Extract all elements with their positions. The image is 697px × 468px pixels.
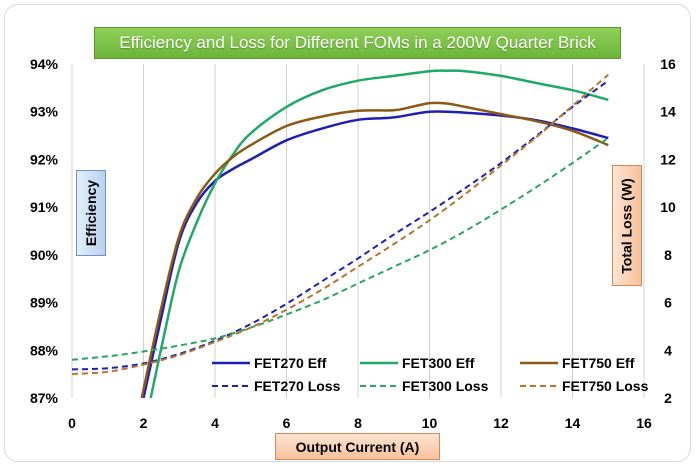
legend-label-fet270-loss: FET270 Loss <box>254 378 341 394</box>
y-left-tick-label: 87% <box>30 390 59 406</box>
y-left-tick-label: 88% <box>30 342 59 358</box>
x-tick-label: 2 <box>140 415 148 431</box>
series-line-fet750-loss <box>72 73 609 376</box>
y-left-tick-label: 94% <box>30 56 59 72</box>
x-tick-label: 10 <box>422 415 438 431</box>
chart-frame <box>4 4 691 462</box>
x-tick-label: 14 <box>565 415 581 431</box>
series-line-fet300-eff <box>149 69 609 398</box>
y-axis-label-left-text: Efficiency <box>83 179 100 247</box>
x-tick-label: 16 <box>636 415 652 431</box>
series-line-fet750-eff <box>140 101 609 398</box>
x-tick-label: 6 <box>283 415 291 431</box>
y-right-tick-label: 10 <box>660 199 676 215</box>
legend: FET270 Eff FET300 Eff FET750 Eff FET270 Los… <box>212 355 649 394</box>
x-tick-label: 0 <box>68 415 76 431</box>
y-axis-label-right-text: Total Loss (W) <box>619 177 635 274</box>
chart-title: Efficiency and Loss for Different FOMs i… <box>94 27 621 59</box>
y-right-tick-label: 2 <box>664 390 672 406</box>
legend-label-fet750-loss: FET750 Loss <box>562 378 649 394</box>
y-right-tick-label: 14 <box>660 104 676 120</box>
y-axis-label-right: Total Loss (W) <box>612 165 642 286</box>
x-axis-label: Output Current (A) <box>275 433 440 460</box>
axis-layer: 0 2 4 6 8 10 12 14 16 87% 88% 89% 90% 91% 92% 93% 94% 2 4 6… <box>30 56 676 431</box>
series-line-fet270-loss <box>72 79 609 371</box>
y-right-tick-label: 4 <box>664 342 672 358</box>
legend-label-fet300-loss: FET300 Loss <box>402 378 489 394</box>
y-right-tick-label: 16 <box>660 56 676 72</box>
y-right-tick-label: 8 <box>664 247 672 263</box>
legend-label-fet270-eff: FET270 Eff <box>254 355 327 371</box>
y-left-tick-label: 93% <box>30 104 59 120</box>
x-tick-label: 12 <box>493 415 509 431</box>
y-left-tick-label: 92% <box>30 151 59 167</box>
y-left-tick-label: 91% <box>30 199 59 215</box>
y-right-tick-label: 12 <box>660 151 676 167</box>
x-tick-label: 8 <box>354 415 362 431</box>
y-axis-label-left: Efficiency <box>76 170 106 256</box>
y-right-tick-label: 6 <box>664 295 672 311</box>
x-tick-label: 4 <box>211 415 219 431</box>
legend-label-fet300-eff: FET300 Eff <box>402 355 475 371</box>
series-line-fet300-loss <box>72 137 609 361</box>
legend-label-fet750-eff: FET750 Eff <box>562 355 635 371</box>
y-left-tick-label: 90% <box>30 247 59 263</box>
series-layer <box>72 69 609 398</box>
y-left-tick-label: 89% <box>30 295 59 311</box>
grid-layer <box>71 64 645 398</box>
